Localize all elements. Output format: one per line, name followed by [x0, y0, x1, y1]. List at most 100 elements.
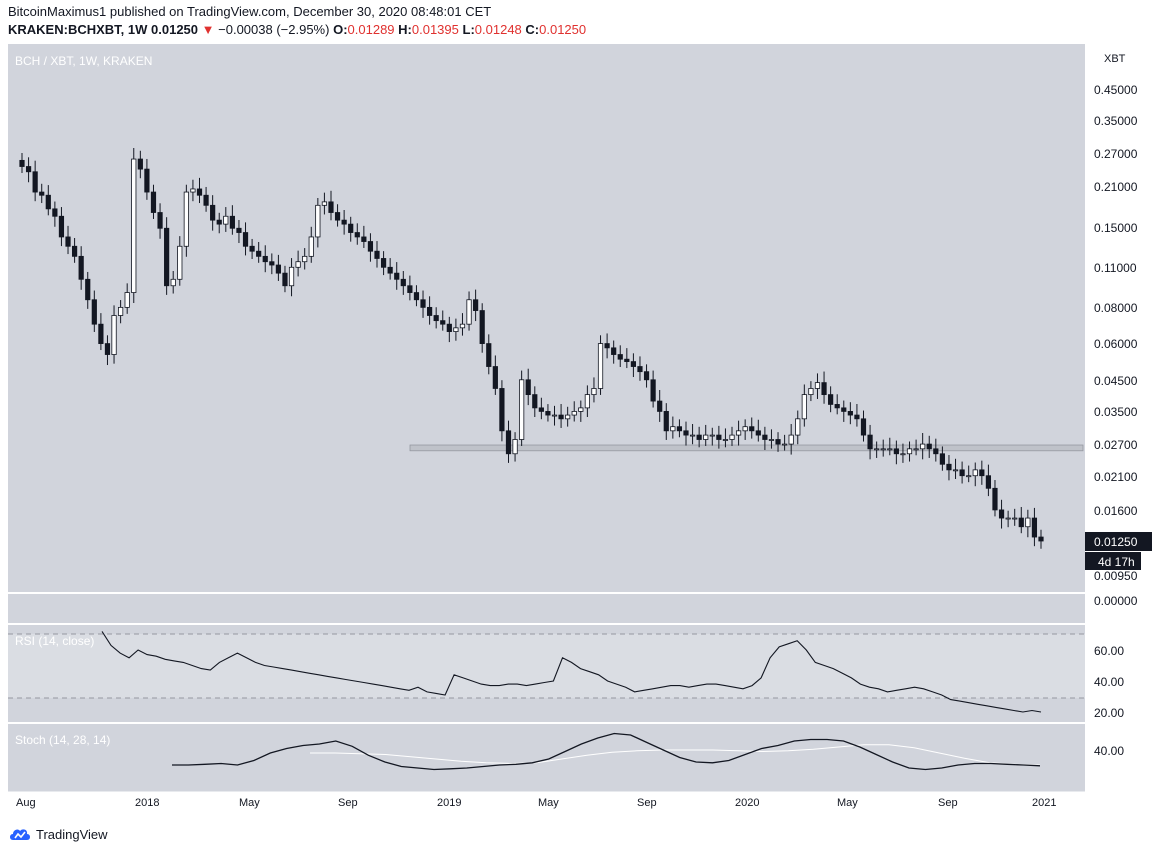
candle-body: [288, 266, 295, 287]
candle-body: [775, 439, 781, 445]
candle-body: [315, 204, 321, 238]
x-tick-0: Aug: [16, 797, 36, 809]
x-tick-2: May: [239, 797, 260, 809]
candle-body: [229, 215, 235, 229]
candle-body: [880, 448, 886, 451]
stoch-k-line: [172, 732, 1041, 771]
open-value: 0.01289: [347, 22, 395, 37]
down-arrow-icon: ▼: [201, 22, 215, 37]
candle-body: [637, 366, 643, 373]
x-tick-8: May: [837, 797, 858, 809]
candle-body: [58, 215, 65, 238]
candle-body: [131, 158, 137, 293]
candle-body: [650, 379, 656, 402]
candle-body: [150, 191, 157, 213]
candle-body: [164, 227, 170, 287]
candle-body: [65, 236, 71, 247]
candle-body: [380, 258, 387, 268]
close-value: 0.01250: [539, 22, 587, 37]
candle-body: [755, 430, 761, 436]
candle-body: [361, 236, 367, 242]
candle-body: [828, 394, 834, 405]
candle-body: [137, 158, 143, 170]
candle-body: [624, 358, 630, 362]
x-tick-7: 2020: [735, 797, 759, 809]
candle-body: [374, 250, 380, 259]
candle-body: [124, 292, 130, 308]
candle-body: [841, 407, 847, 412]
candle-body: [657, 400, 663, 412]
candle-body: [617, 354, 623, 360]
candle-body: [413, 292, 420, 301]
candle-body: [505, 430, 512, 455]
author[interactable]: BitcoinMaximus1: [8, 4, 107, 19]
candle-body: [959, 469, 965, 477]
candle-body: [683, 430, 689, 436]
candle-body: [525, 379, 531, 396]
candle-body: [788, 434, 794, 445]
candle-body: [847, 411, 853, 416]
stoch-d-line: [310, 744, 1041, 766]
candle-body: [111, 315, 117, 355]
support-zone[interactable]: [409, 444, 1084, 452]
candle-body: [966, 475, 972, 478]
candle-body: [216, 219, 222, 225]
price-change: −0.00038 (−2.95%): [218, 22, 330, 37]
candle-body: [196, 188, 203, 196]
tradingview-label: TradingView: [36, 826, 108, 842]
candle-body: [400, 278, 406, 287]
price-axis[interactable]: [1085, 44, 1152, 792]
candle-body: [551, 414, 558, 417]
candle-body: [519, 379, 525, 440]
candle-body: [1005, 517, 1011, 520]
candle-body: [663, 411, 669, 432]
candle-body: [420, 299, 426, 308]
y-tick-11: 0.02100: [1094, 470, 1138, 484]
candle-body: [703, 434, 709, 440]
candle-body: [926, 443, 932, 450]
y-tick-10: 0.02700: [1094, 438, 1138, 452]
low-value: 0.01248: [474, 22, 522, 37]
candle-body: [742, 426, 748, 432]
high-value: 0.01395: [411, 22, 459, 37]
candle-body: [341, 219, 347, 225]
candle-body: [834, 404, 840, 409]
candle-body: [236, 227, 242, 233]
candle-body: [394, 272, 400, 280]
candle-body: [1012, 517, 1018, 520]
candle-body: [768, 439, 775, 441]
y-tick-5: 0.11000: [1094, 261, 1137, 275]
candle-body: [426, 306, 433, 316]
candle-body: [328, 201, 334, 213]
candle-body: [32, 171, 38, 193]
candle-body: [479, 310, 485, 344]
candle-body: [729, 434, 735, 440]
y-tick-1: 0.35000: [1094, 114, 1138, 128]
candle-body: [676, 426, 683, 432]
countdown-box: [1085, 552, 1141, 570]
x-tick-4: 2019: [437, 797, 461, 809]
candle-body: [578, 407, 584, 412]
candle-body: [597, 343, 604, 389]
candle-body: [256, 250, 262, 257]
candle-body: [499, 388, 505, 432]
candle-body: [591, 388, 597, 396]
candle-body: [538, 407, 544, 412]
candle-body: [749, 426, 755, 432]
candle-body: [558, 414, 564, 420]
candle-body: [985, 475, 992, 489]
y-tick-8: 0.04500: [1094, 374, 1138, 388]
candle-body: [118, 306, 124, 316]
candle-body: [407, 285, 413, 293]
last-price-axis-label: 0.01250: [1094, 535, 1138, 549]
candle-body: [354, 232, 360, 238]
tradingview-brand[interactable]: TradingView: [8, 824, 108, 844]
candle-body: [446, 323, 452, 332]
candle-body: [946, 463, 952, 471]
symbol-label[interactable]: KRAKEN:BCHXBT, 1W: [8, 22, 148, 37]
candle-body: [735, 430, 742, 436]
stoch-pane-title: Stoch (14, 28, 14): [15, 733, 110, 747]
candle-body: [157, 212, 163, 229]
candle-body: [104, 343, 111, 355]
